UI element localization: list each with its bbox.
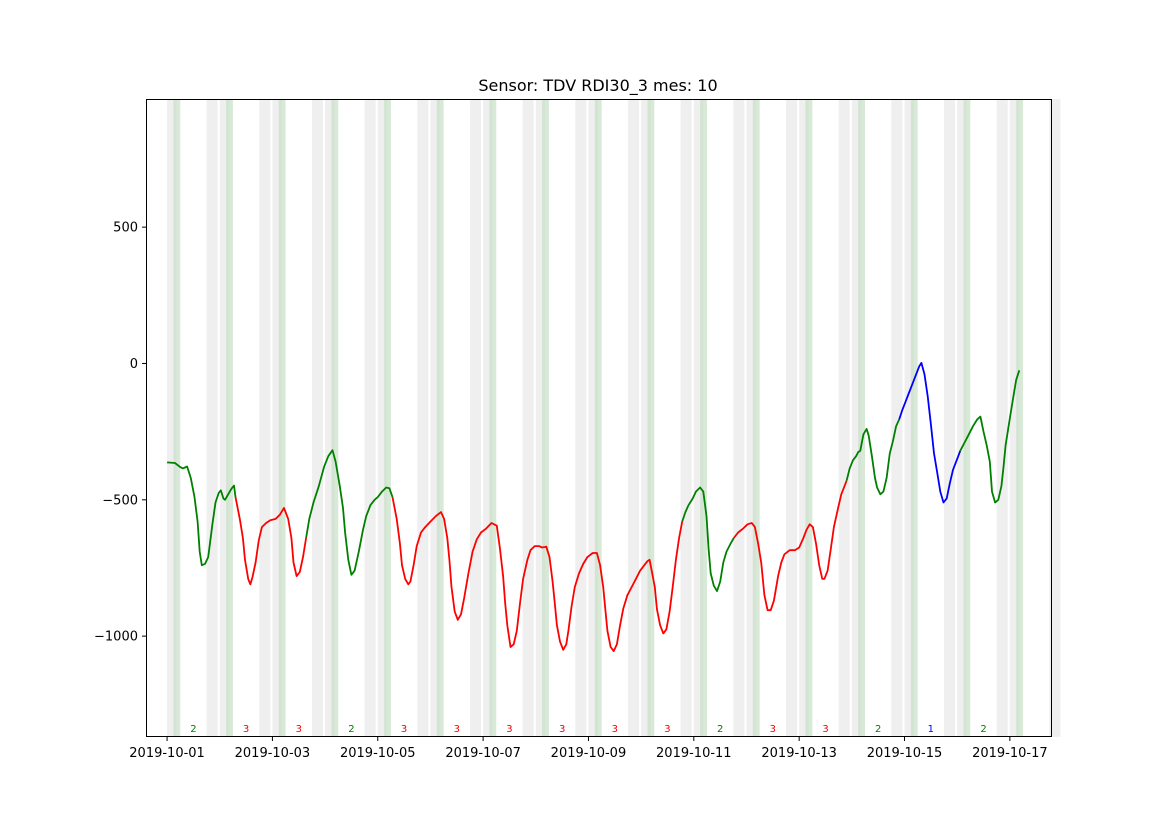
- daily-level-label: 3: [559, 724, 565, 735]
- gray-band: [891, 99, 903, 737]
- daily-level-label: 2: [980, 724, 986, 735]
- series-line-2: [305, 449, 394, 576]
- y-tick-label: −1000: [94, 630, 138, 645]
- series-line-6: [845, 419, 901, 496]
- x-tick-label: 2019-10-09: [551, 746, 627, 761]
- gray-band: [799, 99, 809, 737]
- green-band: [805, 99, 813, 737]
- daily-level-label: 3: [506, 724, 512, 735]
- green-band: [278, 99, 286, 737]
- gray-band: [364, 99, 376, 737]
- daily-level-label: 3: [612, 724, 618, 735]
- series-line-3: [391, 496, 684, 652]
- series-lines: [167, 362, 1021, 652]
- series-line-4: [681, 486, 735, 592]
- green-band: [384, 99, 391, 737]
- green-band: [331, 99, 339, 737]
- gray-band: [996, 99, 1008, 737]
- gray-band: [535, 99, 546, 737]
- x-tick-label: 2019-10-11: [656, 746, 732, 761]
- daily-level-label: 3: [454, 724, 460, 735]
- gray-band: [219, 99, 230, 737]
- x-tick-label: 2019-10-13: [761, 746, 837, 761]
- gray-band: [588, 99, 598, 737]
- daily-level-label: 3: [401, 724, 407, 735]
- series-line-5: [733, 480, 848, 612]
- gray-band: [904, 99, 914, 737]
- daily-level-labels: 2 3 3 2 3 3 3 3 3 3 2 3 3 2 1 2: [190, 724, 986, 735]
- green-band: [647, 99, 655, 737]
- daily-level-label: 3: [770, 724, 776, 735]
- daily-level-label: 2: [348, 724, 354, 735]
- y-tick-label: 500: [113, 221, 138, 236]
- gray-band: [641, 99, 651, 737]
- x-tick-label: 2019-10-15: [867, 746, 943, 761]
- green-band: [910, 99, 918, 737]
- gray-band: [430, 99, 440, 737]
- green-band: [173, 99, 181, 737]
- x-tick-label: 2019-10-05: [340, 746, 416, 761]
- green-band: [963, 99, 971, 737]
- shaded-bands: [167, 99, 1061, 737]
- gray-band: [944, 99, 956, 737]
- daily-level-label: 2: [717, 724, 723, 735]
- gray-band: [627, 99, 640, 737]
- plot-area-frame: [146, 99, 1052, 737]
- x-tick-label: 2019-10-01: [129, 746, 205, 761]
- gray-band: [575, 99, 587, 737]
- x-tick-label: 2019-10-07: [445, 746, 521, 761]
- green-band: [226, 99, 233, 737]
- gray-band: [311, 99, 323, 737]
- green-band: [752, 99, 760, 737]
- gray-band: [522, 99, 534, 737]
- gray-band: [746, 99, 756, 737]
- series-line-7: [898, 362, 962, 504]
- chart-title: Sensor: TDV RDI30_3 mes: 10: [478, 76, 717, 96]
- x-axis: 2019-10-01 2019-10-03 2019-10-05 2019-10-07…: [129, 737, 1048, 761]
- daily-level-label: 3: [296, 724, 302, 735]
- daily-level-label: 2: [875, 724, 881, 735]
- gray-band: [838, 99, 850, 737]
- series-line-0: [167, 461, 237, 567]
- x-tick-label: 2019-10-17: [972, 746, 1048, 761]
- y-tick-label: 0: [130, 357, 138, 372]
- gray-band: [417, 99, 429, 737]
- green-band: [436, 99, 444, 737]
- gray-band: [957, 99, 967, 737]
- gray-band: [693, 99, 704, 737]
- gray-band: [469, 99, 482, 737]
- green-band: [1016, 99, 1024, 737]
- series-line-8: [959, 370, 1021, 504]
- x-tick-label: 2019-10-03: [235, 746, 311, 761]
- green-band: [542, 99, 549, 737]
- gray-band: [680, 99, 692, 737]
- gray-band: [259, 99, 271, 737]
- green-band: [594, 99, 602, 737]
- gray-band: [1009, 99, 1020, 737]
- y-axis: −1000 −500 0 500: [94, 221, 146, 645]
- gray-band: [167, 99, 177, 737]
- gray-band: [272, 99, 282, 737]
- daily-level-label: 3: [822, 724, 828, 735]
- gray-band: [377, 99, 388, 737]
- gray-band: [785, 99, 798, 737]
- gray-band: [851, 99, 862, 737]
- daily-level-label: 1: [928, 724, 934, 735]
- green-band: [700, 99, 707, 737]
- green-band: [858, 99, 866, 737]
- daily-level-label: 3: [243, 724, 249, 735]
- gray-band: [206, 99, 218, 737]
- gray-band: [483, 99, 493, 737]
- gray-band: [1049, 99, 1061, 737]
- gray-band: [325, 99, 335, 737]
- green-band: [489, 99, 497, 737]
- gray-band: [733, 99, 745, 737]
- daily-level-label: 2: [190, 724, 196, 735]
- y-tick-label: −500: [102, 493, 138, 508]
- series-line-1: [234, 496, 307, 586]
- daily-level-label: 3: [664, 724, 670, 735]
